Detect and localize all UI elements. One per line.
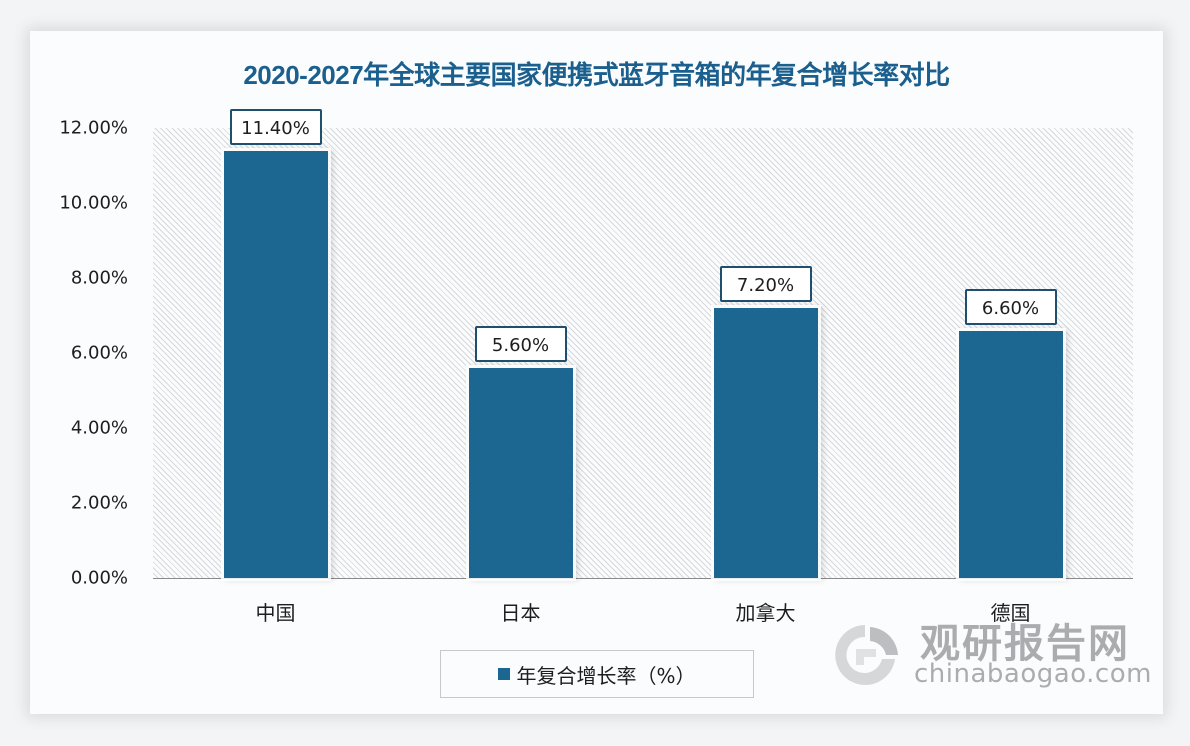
data-label: 11.40%	[229, 108, 322, 145]
bar	[468, 368, 573, 578]
y-tick-label: 12.00%	[59, 117, 128, 139]
x-category-label: 日本	[500, 601, 541, 625]
chart-title: 2020-2027年全球主要国家便携式蓝牙音箱的年复合增长率对比	[243, 60, 950, 90]
y-tick-label: 4.00%	[70, 417, 128, 439]
watermark: 观研报告网 chinabaogao.com	[820, 609, 1151, 699]
legend: 年复合增长率（%）	[440, 650, 754, 698]
data-label: 6.60%	[964, 288, 1057, 325]
x-category-label: 中国	[255, 601, 296, 625]
chart-card: 2020-2027年全球主要国家便携式蓝牙音箱的年复合增长率对比 0.00% 2.…	[30, 31, 1163, 714]
watermark-en: chinabaogao.com	[914, 659, 1152, 689]
bar	[958, 330, 1063, 578]
x-axis-line	[153, 578, 1133, 579]
y-tick-label: 0.00%	[70, 567, 128, 589]
x-category-label: 德国	[990, 601, 1031, 625]
legend-label: 年复合增长率（%）	[516, 663, 696, 688]
y-tick-label: 2.00%	[70, 492, 128, 514]
y-tick-label: 10.00%	[59, 192, 128, 214]
legend-swatch	[498, 668, 511, 680]
bar	[713, 308, 818, 578]
watermark-cn: 观研报告网	[920, 621, 1130, 667]
x-category-label: 加拿大	[735, 601, 796, 625]
data-label: 5.60%	[474, 326, 567, 362]
watermark-logo-icon	[835, 625, 898, 685]
data-label: 7.20%	[719, 266, 812, 302]
bar	[223, 150, 328, 578]
y-tick-label: 8.00%	[70, 267, 128, 289]
y-tick-label: 6.00%	[70, 342, 128, 364]
